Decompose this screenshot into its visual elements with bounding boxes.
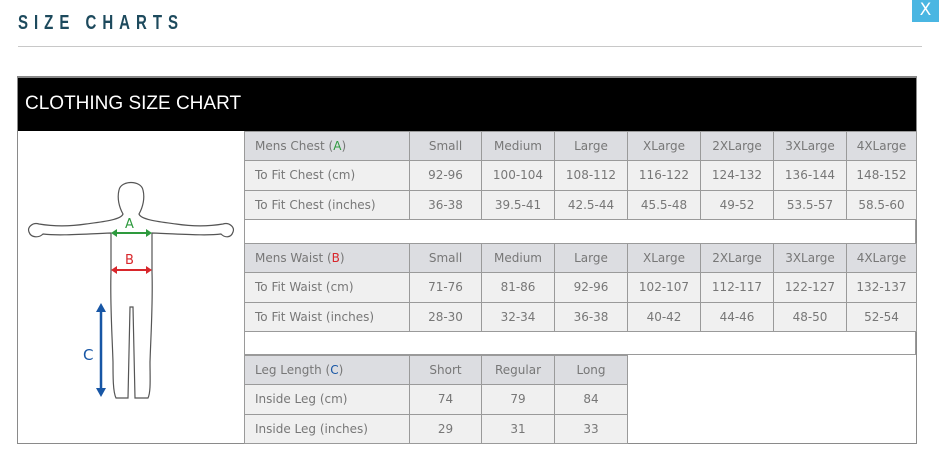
- section-header-label: Mens Waist (B): [244, 243, 410, 274]
- table-cell: 52-54: [846, 301, 917, 332]
- row-label: To Fit Waist (cm): [244, 272, 410, 303]
- table-cell: 45.5-48: [627, 189, 701, 220]
- label-a: A: [125, 217, 134, 232]
- table-cell: 58.5-60: [846, 189, 917, 220]
- table-cell: 108-112: [554, 160, 628, 191]
- table-cell: 71-76: [409, 272, 482, 303]
- size-column-header: XLarge: [627, 131, 701, 162]
- row-label: Inside Leg (inches): [244, 413, 410, 444]
- label-c: C: [83, 346, 93, 364]
- table-cell: 92-96: [554, 272, 628, 303]
- table-cell: 81-86: [481, 272, 555, 303]
- size-column-header: 3XLarge: [773, 131, 847, 162]
- table-cell: 49-52: [700, 189, 774, 220]
- header-text: Mens Waist (: [255, 251, 332, 266]
- table-cell: 116-122: [627, 160, 701, 191]
- table-cell: 132-137: [846, 272, 917, 303]
- table-cell: 29: [409, 413, 482, 444]
- row-label: To Fit Chest (inches): [244, 189, 410, 220]
- table-cell: 53.5-57: [773, 189, 847, 220]
- size-column-header: 2XLarge: [700, 243, 774, 274]
- row-label: Inside Leg (cm): [244, 384, 410, 415]
- size-column-header: Medium: [481, 131, 555, 162]
- table-cell: 36-38: [554, 301, 628, 332]
- size-column-header: Small: [409, 131, 482, 162]
- table-cell: 136-144: [773, 160, 847, 191]
- section-spacer: [244, 330, 916, 355]
- table-cell: 32-34: [481, 301, 555, 332]
- header-suffix: ): [338, 363, 344, 378]
- size-column-header: Large: [554, 243, 628, 274]
- size-column-header: Regular: [481, 355, 555, 386]
- table-cell: 42.5-44: [554, 189, 628, 220]
- table-cell: 40-42: [627, 301, 701, 332]
- divider: [18, 46, 922, 47]
- table-cell: 100-104: [481, 160, 555, 191]
- size-column-header: Small: [409, 243, 482, 274]
- table-cell: 102-107: [627, 272, 701, 303]
- section-header-label: Mens Chest (A): [244, 131, 410, 162]
- size-column-header: 2XLarge: [700, 131, 774, 162]
- table-cell: 112-117: [700, 272, 774, 303]
- header-text: Mens Chest (: [255, 139, 334, 154]
- table-cell: 44-46: [700, 301, 774, 332]
- header-suffix: ): [341, 139, 347, 154]
- size-chart: CLOTHING SIZE CHART A B C Mens Chest (A)…: [17, 76, 917, 444]
- size-column-header: Large: [554, 131, 628, 162]
- section-header-label: Leg Length (C): [244, 355, 410, 386]
- table-cell: 148-152: [846, 160, 917, 191]
- close-button[interactable]: X: [912, 0, 939, 22]
- table-cell: 74: [409, 384, 482, 415]
- size-column-header: XLarge: [627, 243, 701, 274]
- size-column-header: 3XLarge: [773, 243, 847, 274]
- size-column-header: 4XLarge: [846, 243, 917, 274]
- measure-key: A: [333, 139, 342, 154]
- size-column-header: 4XLarge: [846, 131, 917, 162]
- body-measurement-figure: A B C: [18, 131, 246, 443]
- table-cell: 84: [554, 384, 628, 415]
- chart-title: CLOTHING SIZE CHART: [25, 93, 242, 114]
- size-column-header: Short: [409, 355, 482, 386]
- row-label: To Fit Chest (cm): [244, 160, 410, 191]
- table-cell: 79: [481, 384, 555, 415]
- chart-header: CLOTHING SIZE CHART: [18, 78, 916, 131]
- table-cell: 33: [554, 413, 628, 444]
- measure-key: B: [331, 251, 340, 266]
- row-label: To Fit Waist (inches): [244, 301, 410, 332]
- table-cell: 124-132: [700, 160, 774, 191]
- section-spacer: [244, 218, 916, 244]
- table-cell: 92-96: [409, 160, 482, 191]
- body-outline-icon: A B C: [28, 181, 234, 399]
- table-cell: 28-30: [409, 301, 482, 332]
- size-column-header: Long: [554, 355, 628, 386]
- header-suffix: ): [339, 251, 345, 266]
- page-title: SIZE CHARTS: [18, 12, 185, 34]
- table-cell: 39.5-41: [481, 189, 555, 220]
- measure-key: C: [330, 363, 339, 378]
- label-b: B: [125, 253, 134, 268]
- table-cell: 48-50: [773, 301, 847, 332]
- table-cell: 31: [481, 413, 555, 444]
- table-cell: 36-38: [409, 189, 482, 220]
- table-cell: 122-127: [773, 272, 847, 303]
- header-text: Leg Length (: [255, 363, 331, 378]
- size-column-header: Medium: [481, 243, 555, 274]
